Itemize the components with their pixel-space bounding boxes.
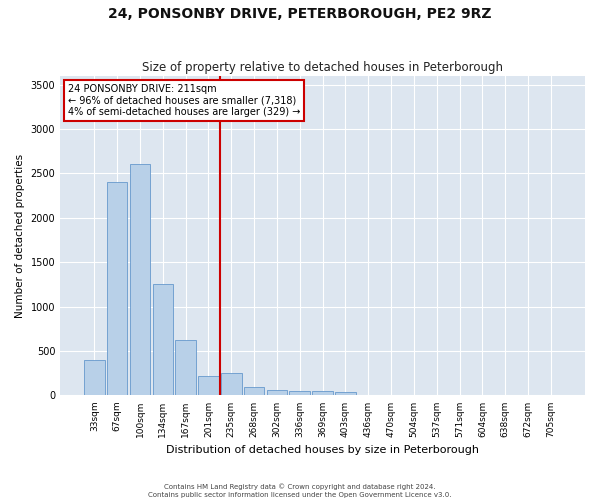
Bar (289, 390, 310, 396)
Bar (266, 390, 287, 396)
Bar (198, 376, 219, 396)
Bar (130, 164, 150, 396)
Y-axis label: Number of detached properties: Number of detached properties (15, 154, 25, 318)
Bar (221, 373, 242, 396)
Bar (107, 182, 127, 396)
Text: 24 PONSONBY DRIVE: 211sqm
← 96% of detached houses are smaller (7,318)
4% of sem: 24 PONSONBY DRIVE: 211sqm ← 96% of detac… (68, 84, 301, 117)
Bar (175, 340, 196, 396)
Text: Contains HM Land Registry data © Crown copyright and database right 2024.
Contai: Contains HM Land Registry data © Crown c… (148, 484, 452, 498)
Text: 24, PONSONBY DRIVE, PETERBOROUGH, PE2 9RZ: 24, PONSONBY DRIVE, PETERBOROUGH, PE2 9R… (108, 8, 492, 22)
Bar (244, 386, 265, 396)
Bar (335, 392, 356, 396)
Title: Size of property relative to detached houses in Peterborough: Size of property relative to detached ho… (142, 62, 503, 74)
Bar (84, 360, 104, 396)
Bar (152, 284, 173, 396)
X-axis label: Distribution of detached houses by size in Peterborough: Distribution of detached houses by size … (166, 445, 479, 455)
Bar (313, 391, 333, 396)
